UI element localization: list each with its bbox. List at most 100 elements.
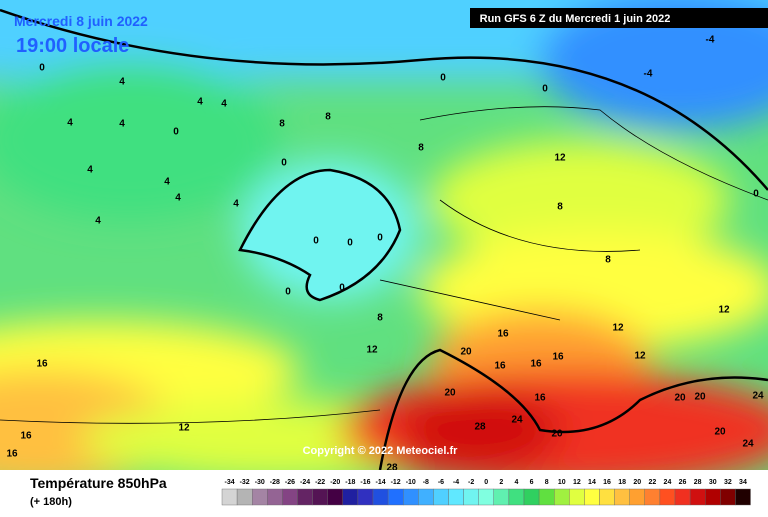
contour-label: 20 [714, 427, 726, 438]
scale-swatch [644, 488, 661, 506]
contour-label: 4 [175, 193, 181, 204]
scale-label: -22 [315, 479, 325, 486]
contour-label: 4 [164, 177, 170, 188]
contour-label: 20 [694, 392, 706, 403]
scale-swatch [508, 488, 525, 506]
scale-label: 34 [739, 479, 747, 486]
contour-label: 8 [557, 202, 563, 213]
contour-label: 4 [95, 216, 101, 227]
contour-label: 20 [460, 347, 472, 358]
contour-label: 4 [197, 97, 203, 108]
contour-label: 12 [366, 345, 378, 356]
contour-label: -4 [706, 35, 715, 46]
scale-label: -12 [391, 479, 401, 486]
scale-label: 20 [633, 479, 641, 486]
contour-label: 12 [554, 153, 566, 164]
forecast-time: 19:00 locale [16, 35, 129, 57]
scale-swatch [599, 488, 615, 506]
scale-label: 18 [618, 479, 626, 486]
scale-label: -10 [406, 479, 416, 486]
scale-swatch [297, 488, 313, 506]
contour-label: 20 [444, 388, 456, 399]
contour-label: 16 [534, 393, 546, 404]
scale-swatch [236, 488, 253, 506]
contour-label: 16 [497, 329, 509, 340]
scale-label: 2 [499, 479, 503, 486]
run-info: Run GFS 6 Z du Mercredi 1 juin 2022 [480, 13, 671, 25]
contour-label: 0 [39, 63, 45, 74]
scale-label: 32 [724, 479, 732, 486]
contour-label: 28 [386, 463, 398, 474]
scale-label: -28 [270, 479, 280, 486]
scale-swatch [720, 488, 736, 506]
scale-swatch [448, 488, 464, 506]
scale-label: -32 [240, 479, 250, 486]
contour-label: 4 [221, 99, 227, 110]
scale-swatch [282, 488, 298, 506]
scale-label: 6 [530, 479, 534, 486]
contour-label: 0 [339, 283, 345, 294]
contour-label: 16 [6, 449, 18, 460]
color-scale: -34 -32 -30 -28 -26 -24 -22 -20 -18 -16 -14 -12 -10-… [221, 479, 751, 506]
scale-swatch [221, 488, 238, 506]
contour-label: 4 [233, 199, 239, 210]
contour-label: 0 [440, 73, 446, 84]
scale-label: 30 [709, 479, 717, 486]
scale-label: 28 [694, 479, 702, 486]
scale-label: -8 [423, 479, 429, 486]
legend-subtitle: (+ 180h) [30, 496, 72, 508]
scale-swatch [705, 488, 721, 506]
scale-swatch [251, 488, 268, 506]
run-banner [470, 8, 768, 28]
contour-label: 20 [551, 429, 563, 440]
contour-label: 0 [313, 236, 319, 247]
contour-label: 0 [753, 189, 759, 200]
scale-label: -16 [360, 479, 370, 486]
contour-label: 4 [67, 118, 73, 129]
contour-label: 24 [742, 439, 754, 450]
contour-label: 12 [178, 423, 190, 434]
scale-label: 8 [545, 479, 549, 486]
scale-swatch [614, 488, 630, 506]
contour-label: 12 [634, 351, 646, 362]
scale-swatch [433, 488, 449, 506]
scale-label: -26 [285, 479, 295, 486]
copyright: Copyright © 2022 Meteociel.fr [303, 445, 459, 457]
scale-label: -14 [375, 479, 385, 486]
scale-swatch [267, 488, 283, 506]
scale-swatch [554, 488, 570, 506]
contour-label: 0 [281, 158, 287, 169]
forecast-date: Mercredi 8 juin 2022 [14, 13, 148, 29]
contour-label: 0 [285, 287, 291, 298]
contour-label: 8 [377, 313, 383, 324]
contour-label: 0 [377, 233, 383, 244]
contour-label: 8 [418, 143, 424, 154]
contour-label: 0 [347, 238, 353, 249]
contour-label: 16 [530, 359, 542, 370]
contour-label: 4 [119, 119, 125, 130]
scale-swatch [569, 488, 585, 506]
scale-label: 4 [514, 479, 518, 486]
contour-label: 8 [325, 112, 331, 123]
scale-swatch [418, 488, 434, 506]
scale-swatch [493, 488, 510, 506]
scale-swatch [659, 488, 676, 506]
contour-label: 8 [605, 255, 611, 266]
contour-label: 24 [752, 391, 764, 402]
contour-label: -4 [644, 69, 653, 80]
scale-swatch [674, 488, 691, 506]
scale-label: 22 [648, 479, 656, 486]
scale-swatch [735, 488, 751, 506]
contour-label: 12 [718, 305, 730, 316]
scale-swatch [584, 488, 600, 506]
scale-swatch [463, 488, 479, 506]
scale-swatch [523, 488, 540, 506]
scale-label: 24 [664, 479, 672, 486]
scale-swatch [327, 488, 344, 506]
scale-label: -24 [300, 479, 310, 486]
scale-label: 10 [558, 479, 566, 486]
contour-label: 20 [674, 393, 686, 404]
contour-label: 28 [474, 422, 486, 433]
